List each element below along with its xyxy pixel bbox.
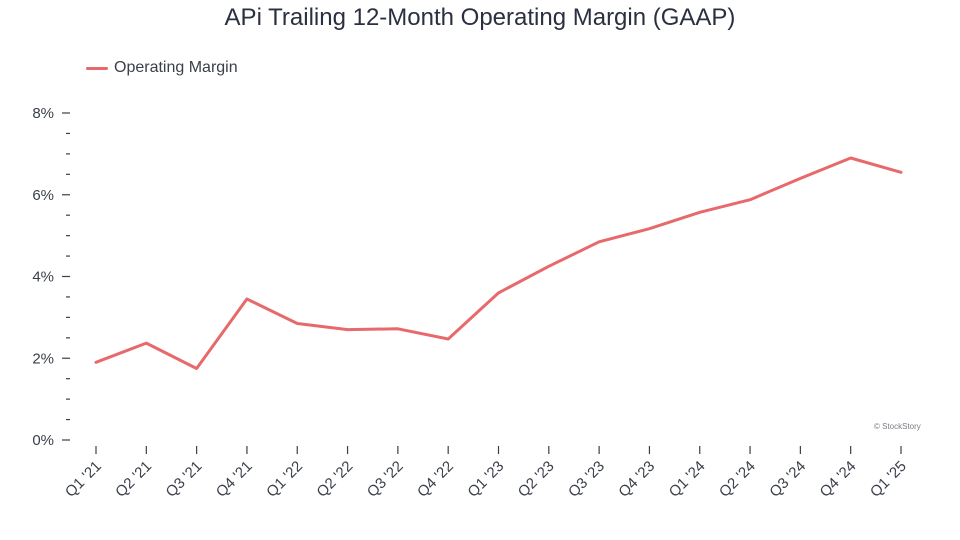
series-line-operating-margin bbox=[94, 156, 903, 370]
data-point bbox=[396, 327, 399, 330]
data-point bbox=[346, 328, 349, 331]
data-point bbox=[95, 361, 98, 364]
x-tick-label: Q2 '24 bbox=[716, 458, 759, 501]
data-point bbox=[447, 338, 450, 341]
y-tick-label: 6% bbox=[32, 187, 54, 204]
data-point bbox=[849, 156, 852, 159]
x-tick-label: Q3 '21 bbox=[163, 458, 206, 501]
x-tick-label: Q1 '22 bbox=[263, 458, 306, 501]
x-tick-label: Q3 '24 bbox=[766, 458, 809, 501]
legend-swatch bbox=[86, 66, 108, 70]
data-point bbox=[900, 171, 903, 174]
data-point bbox=[195, 367, 198, 370]
x-tick-label: Q1 '23 bbox=[464, 458, 507, 501]
x-tick-label: Q1 '25 bbox=[867, 458, 910, 501]
data-point bbox=[799, 177, 802, 180]
x-tick-label: Q2 '21 bbox=[112, 458, 155, 501]
y-tick-label: 2% bbox=[32, 350, 54, 367]
data-point bbox=[648, 227, 651, 230]
y-tick-label: 8% bbox=[32, 105, 54, 122]
x-tick-label: Q4 '23 bbox=[615, 458, 658, 501]
data-point bbox=[547, 265, 550, 268]
data-point bbox=[497, 291, 500, 294]
watermark: © StockStory bbox=[874, 422, 921, 431]
x-tick-label: Q3 '22 bbox=[364, 458, 407, 501]
chart-title: APi Trailing 12-Month Operating Margin (… bbox=[224, 4, 736, 31]
x-tick-label: Q3 '23 bbox=[565, 458, 608, 501]
x-tick-label: Q1 '21 bbox=[62, 458, 105, 501]
y-tick-label: 0% bbox=[32, 432, 54, 449]
x-tick-label: Q4 '22 bbox=[414, 458, 457, 501]
data-point bbox=[145, 342, 148, 345]
x-tick-label: Q4 '24 bbox=[817, 458, 860, 501]
legend-label: Operating Margin bbox=[114, 59, 238, 76]
x-tick-label: Q1 '24 bbox=[666, 458, 709, 501]
x-tick-label: Q4 '21 bbox=[213, 458, 256, 501]
data-point bbox=[245, 297, 248, 300]
data-point bbox=[749, 198, 752, 201]
data-point bbox=[296, 322, 299, 325]
legend: Operating Margin bbox=[86, 59, 238, 77]
x-tick-label: Q2 '23 bbox=[515, 458, 558, 501]
data-point bbox=[698, 211, 701, 214]
data-point bbox=[598, 240, 601, 243]
x-tick-label: Q2 '22 bbox=[313, 458, 356, 501]
y-tick-label: 4% bbox=[32, 269, 54, 286]
